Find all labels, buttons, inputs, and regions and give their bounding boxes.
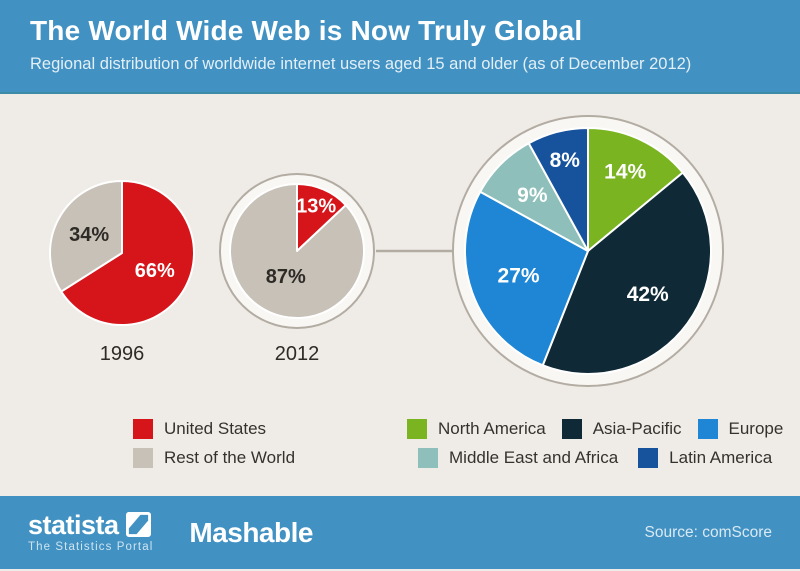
- header: The World Wide Web is Now Truly Global R…: [0, 0, 800, 94]
- legend-item-rest-of-the-world: Rest of the World: [133, 448, 295, 468]
- statista-mark-icon: [125, 512, 151, 537]
- pie-label-latin-america: 8%: [550, 149, 581, 172]
- source-credit: Source: comScore: [644, 523, 773, 541]
- legend-item-middle-east-and-africa: Middle East and Africa: [418, 448, 618, 468]
- legend-swatch-middle-east-and-africa: [418, 448, 438, 468]
- legend-label: Europe: [728, 419, 784, 438]
- mashable-logo: Mashable: [189, 516, 313, 548]
- page-subtitle: Regional distribution of worldwide inter…: [30, 54, 692, 73]
- legend-label: Asia-Pacific: [592, 419, 682, 438]
- legend-swatch-united-states: [133, 419, 153, 439]
- legend-row: Middle East and Africa Latin America: [418, 448, 783, 468]
- pie-label-north-america: 14%: [604, 160, 646, 183]
- legend-label: North America: [438, 419, 546, 438]
- legend-item-europe: Europe: [697, 419, 784, 439]
- pie-slice-rest-of-the-world: [229, 183, 365, 319]
- pie-us-share-2012: 13% 87% 2012: [219, 173, 375, 365]
- pie-slice-united-states: [60, 180, 195, 326]
- footer: statista The Statistics Portal Mashable …: [0, 496, 800, 569]
- pie-label-rest-of-the-world: 87%: [266, 266, 306, 288]
- pie-regional-breakdown-2012: 14% 42% 27% 9%8%: [452, 115, 724, 387]
- legend-label: Latin America: [669, 448, 773, 467]
- pie-label-middle-east-and-africa: 9%: [517, 184, 548, 207]
- legend-label: Middle East and Africa: [449, 448, 619, 467]
- pie-us-share-1996: 66% 34% 1996: [49, 180, 195, 365]
- pie-slice-north-america: [587, 127, 684, 252]
- statista-wordmark: statista: [28, 509, 119, 540]
- legend-item-latin-america: Latin America: [638, 448, 772, 468]
- legend-label: United States: [164, 419, 267, 438]
- pie-label-united-states: 66%: [135, 260, 175, 282]
- legend-row: United States: [133, 419, 295, 439]
- legend-swatch-latin-america: [638, 448, 659, 468]
- legend-row: Rest of the World: [133, 448, 295, 468]
- statista-logo-top: statista: [28, 509, 153, 540]
- legend-swatch-asia-pacific: [561, 419, 582, 439]
- legend-swatch-north-america: [407, 419, 427, 439]
- statista-logo: statista The Statistics Portal: [28, 509, 154, 553]
- legend-item-north-america: North America: [407, 419, 546, 439]
- pie-slice-asia-pacific: [541, 171, 712, 375]
- pie-label-rest-of-the-world: 34%: [69, 224, 109, 246]
- legend-us-vs-world: United States Rest of the World: [133, 419, 295, 468]
- pie-slice-latin-america: [527, 127, 589, 252]
- charts-canvas: 66% 34% 1996 13% 87% 2012 14% 42% 27% 9%8%: [49, 115, 724, 387]
- legend-row: North America Asia-Pacific Europe: [407, 419, 783, 439]
- statista-tagline: The Statistics Portal: [28, 541, 154, 553]
- chart-area: 66% 34% 1996 13% 87% 2012 14% 42% 27% 9% 8% United…: [0, 94, 800, 496]
- page-title: The World Wide Web is Now Truly Global: [30, 15, 583, 46]
- pie-label-europe: 27%: [498, 264, 540, 287]
- pie-year-label: 1996: [100, 343, 145, 365]
- legend-item-asia-pacific: Asia-Pacific: [561, 419, 682, 439]
- pie-label-asia-pacific: 42%: [627, 283, 669, 306]
- legend-swatch-europe: [697, 419, 718, 439]
- legend-item-united-states: United States: [133, 419, 266, 439]
- legend-regions: North America Asia-Pacific Europe Middle Ea…: [407, 419, 783, 468]
- pie-slice-rest-of-the-world: [49, 180, 123, 293]
- legend-swatch-rest-of-the-world: [133, 448, 153, 468]
- pie-year-label: 2012: [275, 343, 320, 365]
- pie-slice-united-states: [296, 183, 347, 252]
- pie-label-united-states: 13%: [296, 196, 336, 218]
- legend-label: Rest of the World: [164, 448, 296, 467]
